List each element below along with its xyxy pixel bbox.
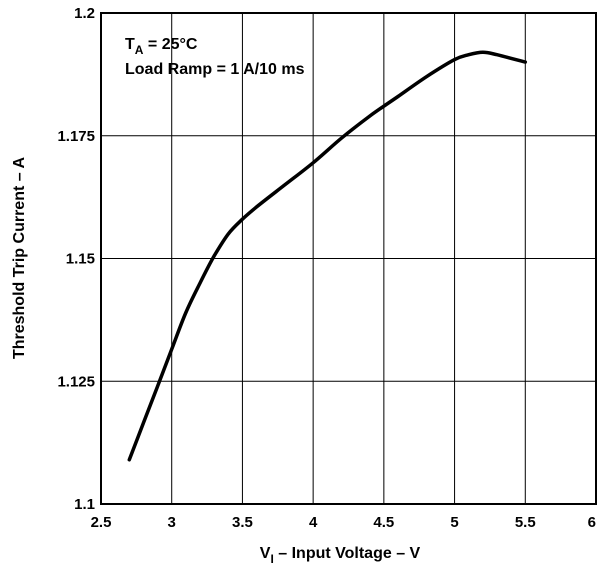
x-tick-label: 4	[309, 514, 318, 531]
annotation-load-ramp: Load Ramp = 1 A/10 ms	[125, 61, 305, 78]
x-tick-labels: 2.5 3 3.5 4 4.5 5 5.5 6	[91, 514, 596, 531]
series-line	[127, 50, 528, 462]
y-tick-label: 1.1	[74, 496, 95, 513]
y-tick-label: 1.175	[57, 128, 95, 145]
x-tick-label: 5.5	[515, 514, 536, 531]
x-tick-label: 5	[450, 514, 458, 531]
y-tick-label: 1.2	[74, 5, 95, 22]
y-tick-labels: 1.1 1.125 1.15 1.175 1.2	[57, 5, 95, 513]
annotation-temperature: TA = 25°C	[125, 36, 198, 57]
y-axis-label: Threshold Trip Current – A	[11, 157, 28, 360]
grid	[100, 12, 597, 505]
x-tick-label: 3	[168, 514, 176, 531]
x-tick-label: 6	[588, 514, 596, 531]
x-axis-label: VI – Input Voltage – V	[260, 545, 421, 566]
x-tick-label: 3.5	[232, 514, 253, 531]
y-tick-label: 1.15	[66, 251, 95, 268]
x-tick-label: 2.5	[91, 514, 112, 531]
x-tick-label: 4.5	[373, 514, 394, 531]
plot-frame	[100, 12, 597, 505]
y-tick-label: 1.125	[57, 373, 95, 390]
